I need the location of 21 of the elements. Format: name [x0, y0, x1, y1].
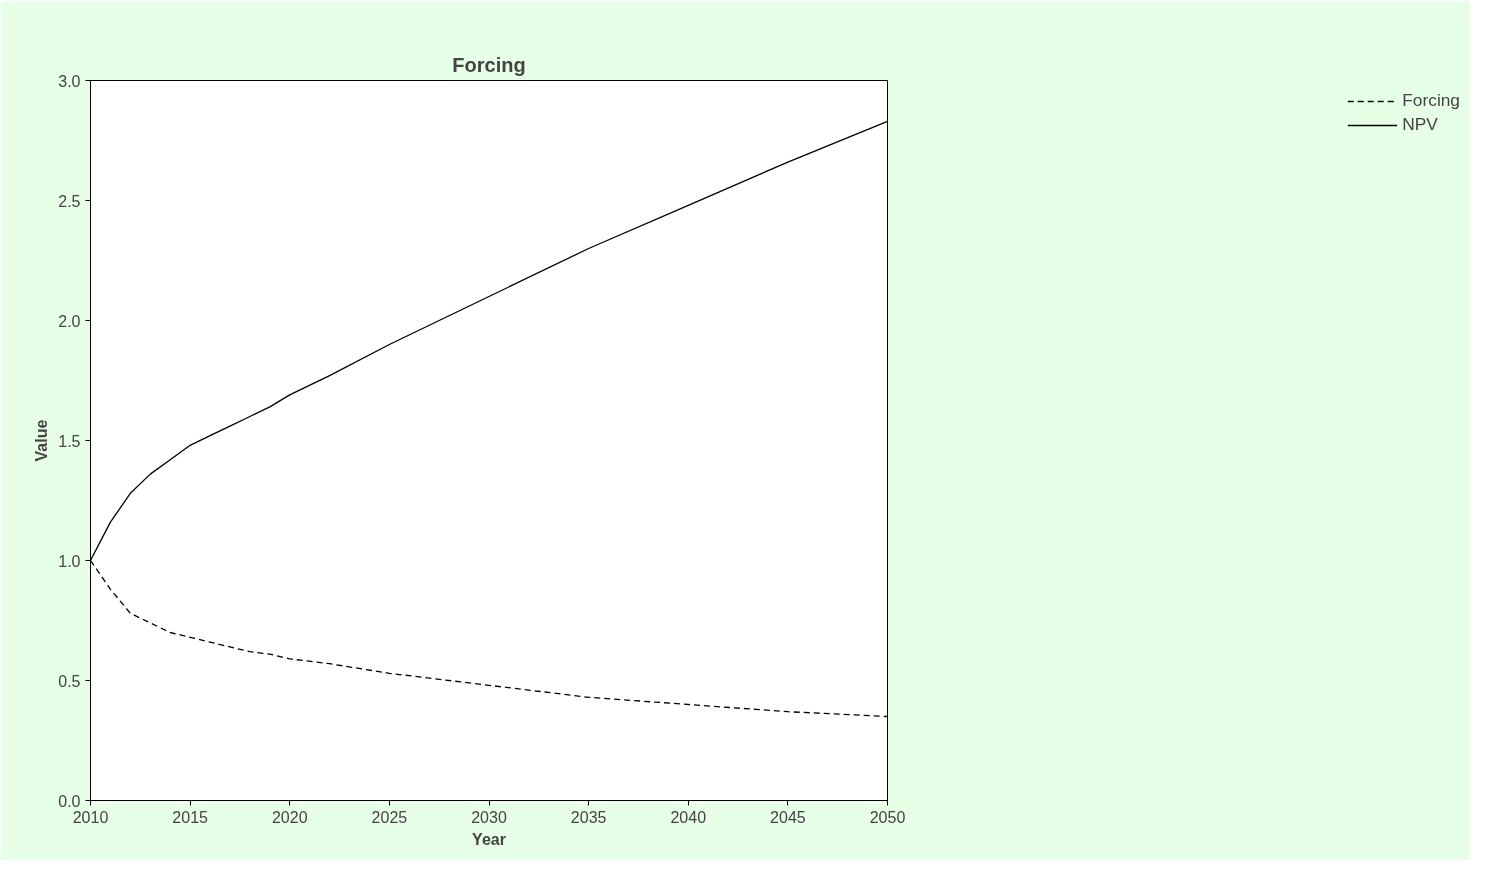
x-tick-label: 2050 — [869, 808, 906, 826]
x-tick-label: 2045 — [770, 808, 806, 826]
x-tick-label: 2010 — [72, 808, 109, 826]
y-tick-label: 0.5 — [58, 672, 81, 690]
x-tick-label: 2025 — [371, 808, 408, 826]
y-tick-label: 2.5 — [58, 192, 81, 210]
y-tick-label: 0.0 — [58, 792, 81, 810]
legend-label: Forcing — [1402, 90, 1460, 111]
y-tick-label: 1.5 — [58, 432, 81, 450]
y-tick-label: 1.0 — [58, 552, 81, 570]
x-tick-label: 2030 — [471, 808, 507, 826]
x-tick-label: 2035 — [570, 808, 607, 826]
x-tick-label: 2020 — [271, 808, 308, 826]
y-tick-label: 3.0 — [58, 72, 81, 90]
chart-title: Forcing — [452, 53, 526, 76]
x-tick-label: 2040 — [670, 808, 707, 826]
legend-label: NPV — [1402, 114, 1438, 135]
y-tick-label: 2.0 — [58, 312, 81, 330]
x-axis-title: Year — [472, 830, 506, 848]
y-axis-title: Value — [33, 419, 51, 462]
x-tick-label: 2015 — [172, 808, 209, 826]
